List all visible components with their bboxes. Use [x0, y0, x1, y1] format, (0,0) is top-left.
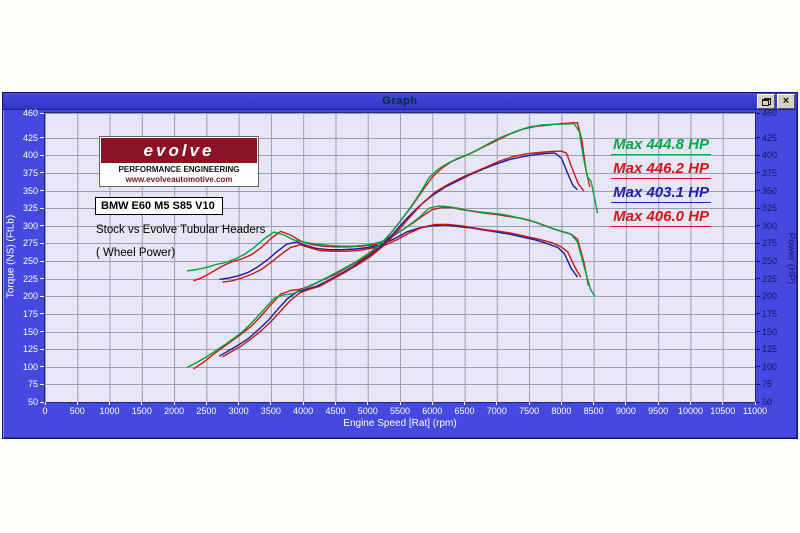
- close-icon: ×: [782, 95, 790, 107]
- rpm-tick-7000: 7000: [479, 402, 515, 416]
- max-power-label: Max 446.2 HP: [611, 160, 711, 179]
- power-tick-100: 100: [756, 361, 777, 372]
- restore-icon: [761, 97, 771, 106]
- series-stock-run2-power: [222, 150, 585, 358]
- series-stock-run1-power: [218, 152, 578, 357]
- rpm-tick-9500: 9500: [640, 402, 676, 416]
- torque-tick-250: 250: [23, 256, 44, 267]
- torque-tick-175: 175: [23, 308, 44, 319]
- torque-tick-375: 375: [23, 167, 44, 178]
- torque-tick-75: 75: [28, 379, 44, 390]
- torque-axis-ticks: 460 425 400 375 350 325 300 275 250 225 200 175 150 1…: [3, 108, 44, 407]
- torque-tick-225: 225: [23, 273, 44, 284]
- power-tick-460: 460: [756, 108, 777, 119]
- rpm-tick-6000: 6000: [414, 402, 450, 416]
- power-tick-200: 200: [756, 291, 777, 302]
- evolve-logo-wordmark: evolve: [100, 137, 258, 164]
- plot-area: evolve PERFORMANCE ENGINEERING www.evolv…: [44, 112, 756, 403]
- rpm-tick-500: 500: [59, 402, 95, 416]
- max-power-labels: Max 444.8 HP Max 446.2 HP Max 403.1 HP Max …: [611, 136, 711, 232]
- power-tick-375: 375: [756, 167, 777, 178]
- rpm-tick-4500: 4500: [317, 402, 353, 416]
- power-tick-50: 50: [756, 397, 772, 408]
- torque-tick-425: 425: [23, 132, 44, 143]
- power-tick-75: 75: [756, 379, 772, 390]
- torque-tick-50: 50: [28, 397, 44, 408]
- power-tick-325: 325: [756, 203, 777, 214]
- rpm-tick-3500: 3500: [253, 402, 289, 416]
- graph-window: Graph × evolve PERFORMANCE ENGINEERING w…: [2, 92, 798, 439]
- power-tick-275: 275: [756, 238, 777, 249]
- rpm-tick-2500: 2500: [188, 402, 224, 416]
- power-axis-ticks: 460 425 400 375 350 325 300 275 250 225 200 175 150 1…: [756, 108, 796, 407]
- comparison-label: Stock vs Evolve Tubular Headers: [96, 224, 266, 236]
- rpm-tick-3000: 3000: [221, 402, 257, 416]
- torque-tick-125: 125: [23, 344, 44, 355]
- evolve-logo-tagline: PERFORMANCE ENGINEERING: [118, 165, 240, 174]
- torque-tick-300: 300: [23, 220, 44, 231]
- series-evolve-run1-torque: [186, 205, 596, 297]
- power-tick-400: 400: [756, 150, 777, 161]
- power-tick-175: 175: [756, 308, 777, 319]
- rpm-tick-9000: 9000: [608, 402, 644, 416]
- close-button[interactable]: ×: [777, 94, 795, 109]
- power-tick-225: 225: [756, 273, 777, 284]
- power-tick-425: 425: [756, 132, 777, 143]
- power-tick-300: 300: [756, 220, 777, 231]
- rpm-tick-11000: 11000: [737, 402, 773, 416]
- max-power-label: Max 406.0 HP: [611, 208, 711, 227]
- vehicle-label: BMW E60 M5 S85 V10: [95, 197, 223, 215]
- rpm-tick-6500: 6500: [447, 402, 483, 416]
- max-power-label: Max 444.8 HP: [611, 136, 711, 155]
- rpm-tick-5000: 5000: [350, 402, 386, 416]
- left-y-axis-title: Torque (NS) (FtLb): [5, 214, 17, 299]
- torque-tick-275: 275: [23, 238, 44, 249]
- rpm-tick-8500: 8500: [576, 402, 612, 416]
- series-stock-run2-torque: [222, 223, 582, 283]
- torque-tick-400: 400: [23, 150, 44, 161]
- rpm-axis-ticks: 0 500 1000 1500 2000 2500 3000 3500 4000 4500 5000…: [42, 402, 767, 418]
- rpm-tick-10500: 10500: [705, 402, 741, 416]
- rpm-tick-5500: 5500: [382, 402, 418, 416]
- evolve-logo-website: www.evolveautomotive.com: [125, 175, 233, 184]
- rpm-tick-4000: 4000: [285, 402, 321, 416]
- right-y-axis-title: Power (HP): [785, 232, 797, 285]
- x-axis-title: Engine Speed [Rat] (rpm): [343, 418, 457, 429]
- rpm-tick-0: 0: [27, 402, 63, 416]
- rpm-tick-7500: 7500: [511, 402, 547, 416]
- title-bar[interactable]: Graph ×: [3, 93, 797, 110]
- rpm-tick-2000: 2000: [156, 402, 192, 416]
- torque-tick-460: 460: [23, 108, 44, 119]
- rpm-tick-1500: 1500: [124, 402, 160, 416]
- evolve-logo: evolve PERFORMANCE ENGINEERING www.evolv…: [99, 136, 259, 187]
- restore-button[interactable]: [757, 94, 775, 109]
- rpm-tick-8000: 8000: [543, 402, 579, 416]
- window-title: Graph: [382, 95, 418, 107]
- power-tick-350: 350: [756, 185, 777, 196]
- torque-tick-150: 150: [23, 326, 44, 337]
- series-stock-run1-torque: [219, 224, 579, 281]
- window-controls: ×: [755, 94, 795, 109]
- torque-tick-350: 350: [23, 185, 44, 196]
- rpm-tick-10000: 10000: [672, 402, 708, 416]
- power-tick-250: 250: [756, 256, 777, 267]
- torque-tick-200: 200: [23, 291, 44, 302]
- series-evolve-run1-power: [186, 122, 599, 369]
- max-power-label: Max 403.1 HP: [611, 184, 711, 203]
- measurement-label: ( Wheel Power): [96, 247, 176, 259]
- power-tick-150: 150: [756, 326, 777, 337]
- torque-tick-100: 100: [23, 361, 44, 372]
- power-tick-125: 125: [756, 344, 777, 355]
- rpm-tick-1000: 1000: [92, 402, 128, 416]
- torque-tick-325: 325: [23, 203, 44, 214]
